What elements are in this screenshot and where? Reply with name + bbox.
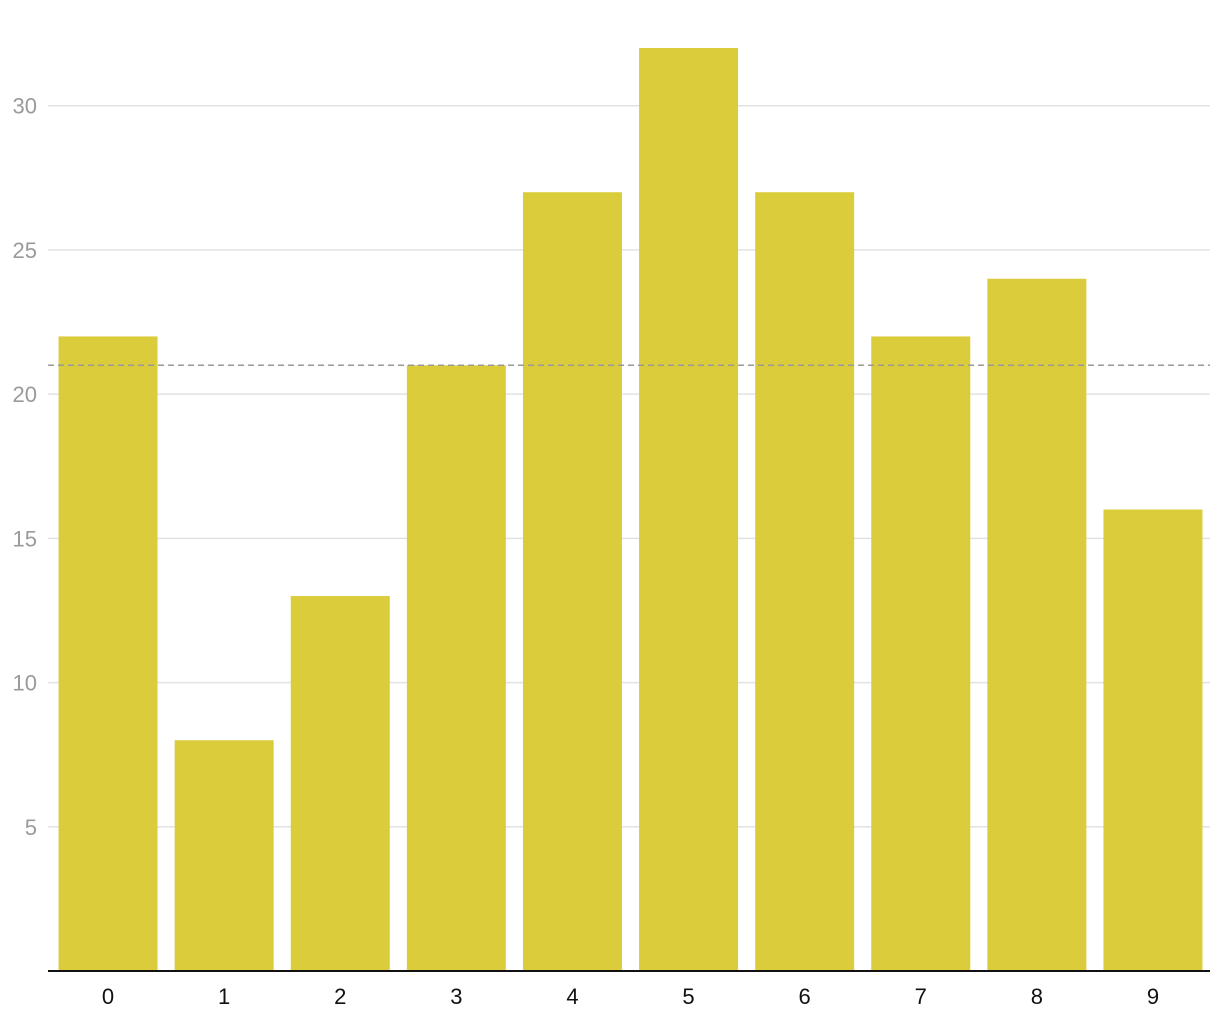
x-tick-label: 7 — [915, 984, 927, 1009]
y-tick-label: 10 — [13, 671, 37, 696]
x-tick-label: 1 — [218, 984, 230, 1009]
bar — [290, 596, 390, 971]
bar — [639, 48, 739, 971]
bar — [174, 740, 274, 971]
axis-layer: 5 10 15 20 25 30 0 1 2 3 4 5 6 7 8 9 — [13, 94, 1210, 1009]
y-tick-label: 30 — [13, 94, 37, 119]
y-tick-label: 25 — [13, 238, 37, 263]
bar — [755, 192, 855, 971]
x-tick-label: 5 — [682, 984, 694, 1009]
x-tick-label: 0 — [102, 984, 114, 1009]
y-tick-label: 20 — [13, 382, 37, 407]
x-tick-label: 3 — [450, 984, 462, 1009]
bar-layer — [58, 48, 1203, 971]
x-tick-label: 9 — [1147, 984, 1159, 1009]
y-tick-label: 5 — [25, 815, 37, 840]
bar — [58, 336, 158, 971]
bar — [406, 365, 506, 971]
x-tick-label: 2 — [334, 984, 346, 1009]
y-tick-label: 15 — [13, 526, 37, 551]
bar — [522, 192, 622, 971]
x-tick-label: 4 — [566, 984, 578, 1009]
x-tick-label: 8 — [1031, 984, 1043, 1009]
bar — [1103, 509, 1203, 971]
x-tick-label: 6 — [799, 984, 811, 1009]
bar — [871, 336, 971, 971]
bar — [987, 278, 1087, 971]
